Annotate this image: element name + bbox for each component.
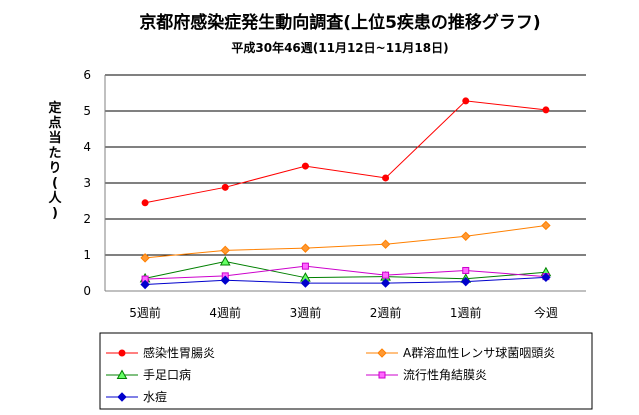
y-tick-label: 3 — [83, 176, 91, 190]
data-point — [380, 239, 391, 249]
legend-box — [99, 332, 593, 410]
chart-title: 京都府感染症発生動向調査(上位5疾患の推移グラフ) — [139, 12, 540, 33]
data-point — [300, 278, 311, 288]
data-point — [301, 162, 309, 170]
legend-label: 水痘 — [143, 389, 167, 404]
legend-label: 流行性角結膜炎 — [403, 368, 487, 382]
y-axis-label-char: ( — [52, 176, 58, 191]
series-line — [144, 260, 546, 280]
legend-item: A群溶血性レンサ球菌咽頭炎 — [366, 345, 555, 360]
legend-item: 手足口病 — [106, 367, 191, 382]
y-axis-label-char: た — [48, 146, 61, 161]
series-2 — [140, 220, 551, 263]
legend-item: 流行性角結膜炎 — [366, 368, 487, 382]
legend-marker — [377, 348, 387, 358]
y-tick-label: 1 — [83, 248, 91, 262]
legend-item: 水痘 — [106, 389, 167, 404]
legend-item: 感染性胃腸炎 — [106, 345, 215, 360]
y-tick-label: 6 — [83, 68, 91, 82]
data-point — [220, 245, 230, 256]
data-point — [221, 183, 229, 191]
y-axis-label-char: 定 — [47, 100, 61, 116]
legend-marker — [118, 349, 126, 357]
data-point — [461, 276, 471, 287]
series-line — [144, 100, 546, 204]
legend-marker — [117, 392, 127, 402]
x-tick-label: 3週前 — [290, 305, 322, 320]
x-tick-label: 4週前 — [209, 305, 241, 320]
y-tick-label: 5 — [83, 104, 91, 118]
data-point — [541, 220, 551, 231]
data-point — [462, 97, 470, 105]
y-axis-label-char: り — [48, 161, 61, 176]
y-axis-label-char: 点 — [48, 115, 61, 131]
series-line — [145, 265, 546, 280]
x-tick-label: 1週前 — [450, 305, 482, 320]
legend-label: 感染性胃腸炎 — [143, 345, 215, 360]
data-point — [382, 174, 390, 182]
data-point — [140, 253, 150, 263]
legend-marker — [378, 371, 386, 379]
y-tick-label: 2 — [83, 212, 91, 226]
x-tick-label: 2週前 — [370, 305, 402, 320]
x-tick-labels: 5週前 4週前 3週前 2週前 1週前 今週 — [129, 305, 558, 320]
series-3 — [139, 255, 552, 283]
legend-marker — [116, 369, 128, 379]
chart-subtitle: 平成30年46週(11月12日~11月18日) — [231, 40, 448, 55]
legend-label: A群溶血性レンサ球菌咽頭炎 — [403, 345, 555, 360]
data-point — [220, 275, 230, 285]
series-line — [145, 224, 546, 259]
series-1 — [141, 97, 550, 207]
y-axis-label-char: ) — [52, 206, 58, 221]
y-axis-label-char: 人 — [48, 190, 62, 206]
gridlines — [104, 74, 586, 292]
data-point — [541, 272, 551, 283]
y-tick-label: 4 — [83, 140, 91, 154]
data-point — [301, 262, 309, 270]
data-point — [462, 266, 470, 274]
y-tick-labels: 0 1 2 3 4 5 6 — [83, 68, 91, 298]
y-tick-label: 0 — [83, 284, 91, 298]
x-tick-label: 5週前 — [129, 305, 161, 320]
series-line — [145, 276, 546, 286]
series-5 — [140, 272, 551, 290]
data-point — [140, 279, 150, 290]
legend-label: 手足口病 — [143, 367, 191, 382]
x-tick-label: 今週 — [534, 305, 558, 320]
data-point — [300, 243, 311, 253]
data-point — [380, 278, 391, 288]
data-point — [461, 231, 471, 241]
data-point — [219, 255, 231, 266]
data-point — [382, 271, 390, 279]
y-axis-label-char: 当 — [48, 130, 61, 146]
data-point — [542, 106, 550, 114]
plot-area — [139, 97, 552, 290]
data-point — [141, 199, 149, 207]
